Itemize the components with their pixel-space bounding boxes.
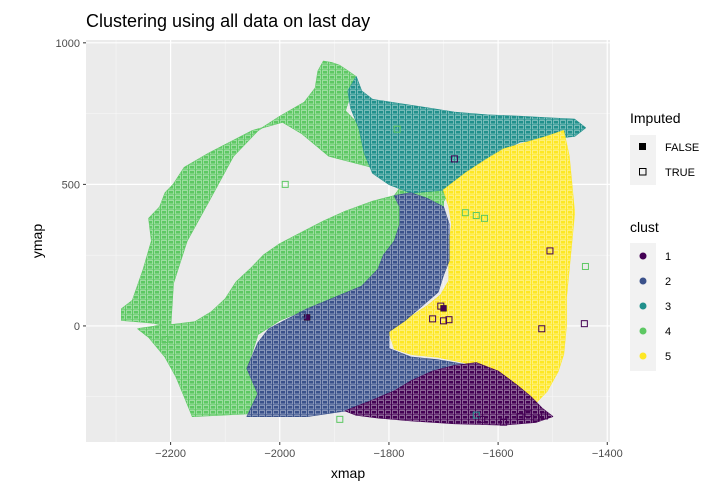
x-tick-label: −1800 xyxy=(373,448,404,460)
imputed-point xyxy=(281,180,289,188)
legend-clust-label: 1 xyxy=(665,251,671,263)
imputed-point xyxy=(532,414,540,422)
legend-clust-label: 3 xyxy=(665,301,671,313)
open-square-icon xyxy=(639,168,647,176)
cluster-1-key-icon xyxy=(639,252,647,260)
imputed-point xyxy=(538,325,546,333)
cluster-5-hatch xyxy=(388,130,575,411)
legend-imputed-key-bg xyxy=(630,135,656,185)
legend-imputed: Imputed FALSE TRUE xyxy=(630,110,699,185)
imputed-point xyxy=(440,317,448,325)
legend-clust-label: 5 xyxy=(665,351,671,363)
imputed-point xyxy=(429,315,437,323)
cluster-5-key-icon xyxy=(639,352,647,360)
imputed-point xyxy=(461,209,469,217)
x-tick-label: −2200 xyxy=(155,448,186,460)
legend-clust: clust 1 2 3 4 5 xyxy=(630,219,671,371)
legend-imputed-title: Imputed xyxy=(630,110,681,126)
imputed-point xyxy=(478,415,486,423)
imputed-point xyxy=(393,125,401,133)
cluster-4-key-icon xyxy=(639,327,647,335)
cluster-3-hatch xyxy=(348,76,586,193)
imputed-point xyxy=(472,212,480,220)
x-tick-label: −1400 xyxy=(592,448,623,460)
y-axis-title: ymap xyxy=(29,224,45,258)
imputed-point xyxy=(437,302,445,310)
imputed-point xyxy=(299,311,307,319)
imputed-point xyxy=(580,320,588,328)
y-tick-label: 1000 xyxy=(56,38,80,50)
x-axis: −2200 −2000 −1800 −1600 −1400 xyxy=(155,442,623,460)
x-tick-label: −2000 xyxy=(264,448,295,460)
imputed-point xyxy=(516,413,524,421)
imputed-point xyxy=(581,262,589,270)
y-tick-label: 500 xyxy=(62,179,80,191)
cluster-1-hatch xyxy=(345,362,553,425)
imputed-point xyxy=(472,411,480,419)
legend-imputed-label: TRUE xyxy=(665,167,695,179)
legend-clust-label: 2 xyxy=(665,276,671,288)
imputed-point xyxy=(546,247,554,255)
y-axis: 0 500 1000 xyxy=(56,38,86,333)
legend-clust-label: 4 xyxy=(665,326,671,338)
imputed-point xyxy=(161,336,169,344)
imputed-point xyxy=(445,316,453,324)
imputed-markers xyxy=(161,125,589,426)
imputed-point xyxy=(450,155,458,163)
cluster-2-hatch xyxy=(247,192,471,417)
imputed-point xyxy=(336,415,344,423)
legend-imputed-label: FALSE xyxy=(665,142,699,154)
x-tick-label: −1600 xyxy=(483,448,514,460)
x-axis-title: xmap xyxy=(331,465,365,481)
observed-point xyxy=(303,314,311,321)
imputed-point xyxy=(541,412,548,420)
cluster-2-key-icon xyxy=(639,277,647,285)
cluster-3-key-icon xyxy=(639,302,647,310)
legend-clust-title: clust xyxy=(630,219,659,235)
imputed-point xyxy=(524,410,532,418)
imputed-point xyxy=(500,418,508,426)
filled-square-icon xyxy=(639,143,646,150)
chart-title: Clustering using all data on last day xyxy=(86,11,370,31)
imputed-point xyxy=(480,214,488,222)
cluster-regions xyxy=(121,60,586,426)
y-tick-label: 0 xyxy=(74,321,80,333)
